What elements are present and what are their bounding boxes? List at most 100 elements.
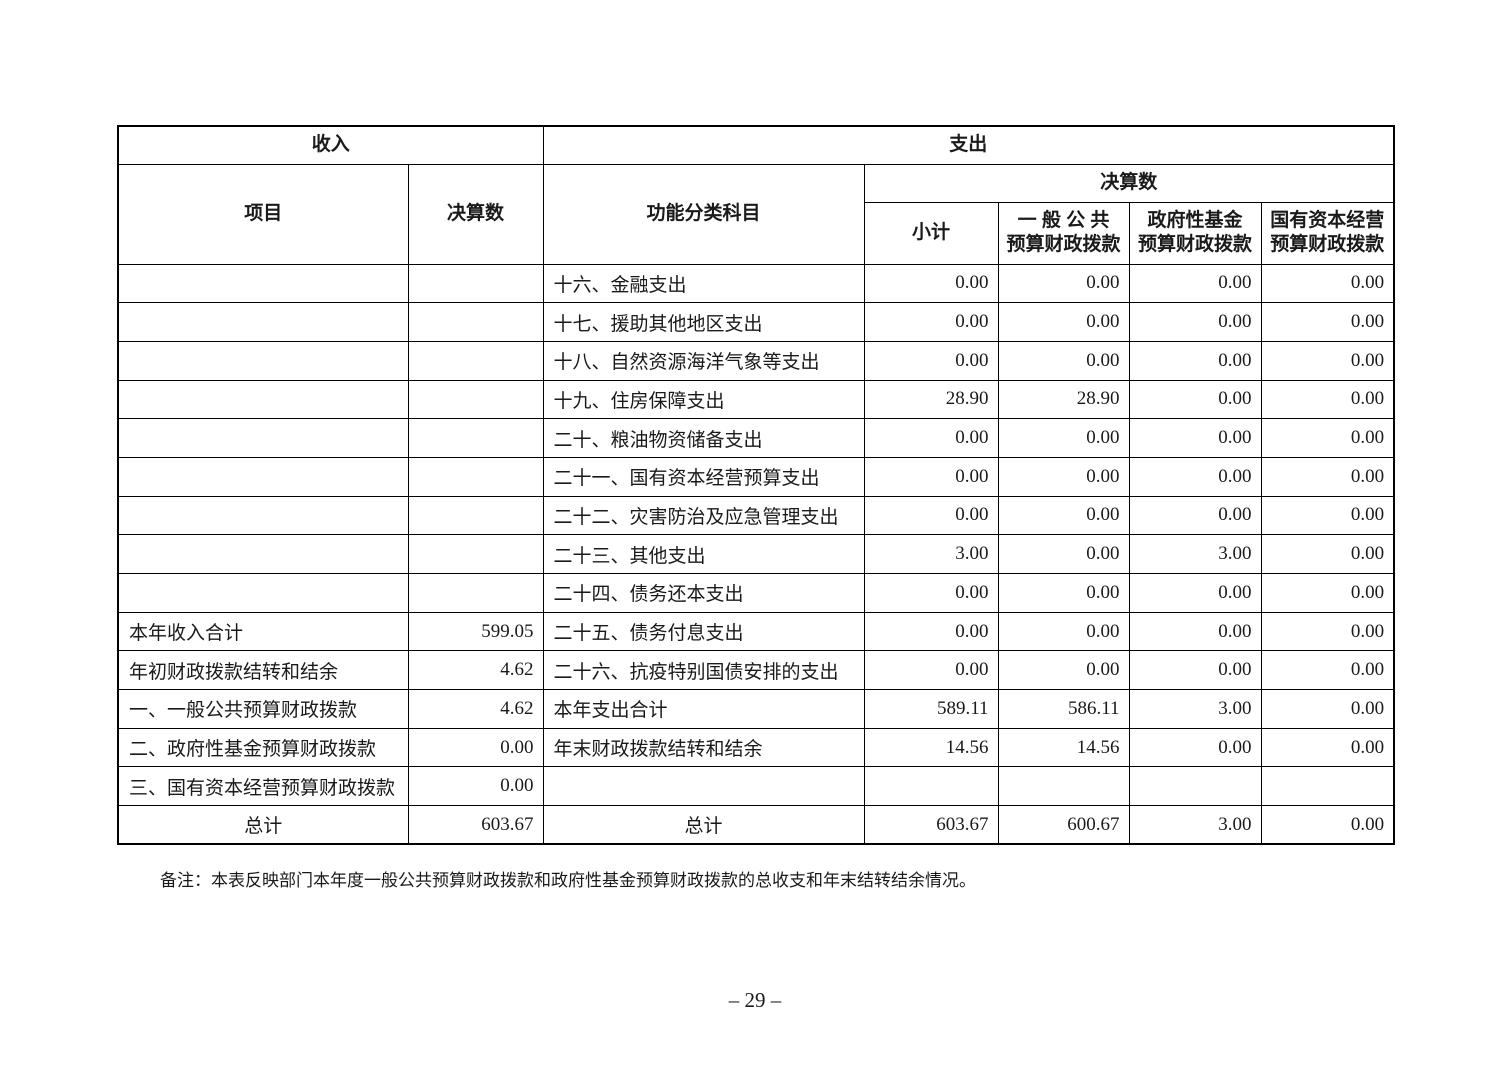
expense-general-cell [997, 766, 1130, 807]
expense-subtotal-cell: 0.00 [863, 650, 999, 691]
table-row: 二十一、国有资本经营预算支出 0.00 0.00 0.00 0.00 [117, 456, 1395, 497]
expense-subtotal-cell: 0.00 [863, 456, 999, 497]
income-item-cell [117, 495, 409, 536]
expense-general-cell: 0.00 [997, 456, 1130, 497]
table-row: 二、政府性基金预算财政拨款 0.00 年末财政拨款结转和结余 14.56 14.… [117, 727, 1395, 768]
income-item-cell [117, 379, 409, 420]
expense-item-cell: 二十四、债务还本支出 [542, 573, 865, 613]
expense-statecap-cell: 0.00 [1260, 495, 1395, 536]
gov-fund-column-header: 政府性基金 预算财政拨款 [1128, 201, 1262, 265]
expense-govfund-cell: 3.00 [1128, 689, 1262, 729]
income-value-cell [407, 418, 544, 458]
expense-statecap-cell: 0.00 [1260, 650, 1395, 691]
expense-general-cell: 586.11 [997, 689, 1130, 729]
income-value-cell: 4.62 [407, 689, 544, 729]
header-line: 政府性基金 [1147, 210, 1243, 232]
expense-item-cell [542, 766, 865, 807]
total-row: 总计 603.67 总计 603.67 600.67 3.00 0.00 [117, 805, 1395, 845]
expense-total-general-cell: 600.67 [997, 805, 1130, 845]
expense-general-cell: 0.00 [997, 611, 1130, 652]
income-item-cell: 三、国有资本经营预算财政拨款 [117, 766, 409, 807]
income-item-cell: 二、政府性基金预算财政拨款 [117, 727, 409, 768]
expense-general-cell: 0.00 [997, 302, 1130, 342]
expense-subtotal-cell: 0.00 [863, 340, 999, 381]
header-line: 小计 [912, 222, 951, 244]
expense-govfund-cell [1128, 766, 1262, 807]
expense-total-govfund-cell: 3.00 [1128, 805, 1262, 845]
expense-subtotal-cell: 28.90 [863, 379, 999, 420]
header-line: 国有资本经营 [1270, 210, 1385, 232]
expense-subtotal-cell: 0.00 [863, 573, 999, 613]
expense-section-header: 支出 [542, 125, 1395, 165]
expense-govfund-cell: 0.00 [1128, 418, 1262, 458]
expense-govfund-cell: 0.00 [1128, 727, 1262, 768]
table-row: 十六、金融支出 0.00 0.00 0.00 0.00 [117, 263, 1395, 304]
income-expense-table: 收入 支出 项目 决算数 功能分类科目 决算数 小计 一 般 公 共 预算财政拨… [117, 125, 1396, 846]
expense-statecap-cell: 0.00 [1260, 456, 1395, 497]
table-row: 本年收入合计 599.05 二十五、债务付息支出 0.00 0.00 0.00 … [117, 611, 1395, 652]
item-column-header: 项目 [117, 163, 409, 265]
expense-govfund-cell: 0.00 [1128, 573, 1262, 613]
expense-govfund-cell: 0.00 [1128, 456, 1262, 497]
expense-general-cell: 0.00 [997, 534, 1130, 574]
expense-total-statecap-cell: 0.00 [1260, 805, 1395, 845]
expense-subtotal-cell: 0.00 [863, 263, 999, 304]
func-column-header: 功能分类科目 [542, 163, 865, 265]
expense-item-cell: 二十二、灾害防治及应急管理支出 [542, 495, 865, 536]
expense-govfund-cell: 3.00 [1128, 534, 1262, 574]
income-value-cell: 0.00 [407, 766, 544, 807]
expense-subtotal-cell: 0.00 [863, 302, 999, 342]
table-row: 二十三、其他支出 3.00 0.00 3.00 0.00 [117, 534, 1395, 574]
table-row: 十九、住房保障支出 28.90 28.90 0.00 0.00 [117, 379, 1395, 420]
expense-general-cell: 0.00 [997, 495, 1130, 536]
table-row: 一、一般公共预算财政拨款 4.62 本年支出合计 589.11 586.11 3… [117, 689, 1395, 729]
table-row: 十七、援助其他地区支出 0.00 0.00 0.00 0.00 [117, 302, 1395, 342]
expense-statecap-cell: 0.00 [1260, 689, 1395, 729]
header-line: 一 般 公 共 [1017, 210, 1110, 232]
expense-statecap-cell [1260, 766, 1395, 807]
expense-statecap-cell: 0.00 [1260, 418, 1395, 458]
column-header-row: 项目 决算数 功能分类科目 决算数 [117, 163, 1395, 265]
expense-govfund-cell: 0.00 [1128, 379, 1262, 420]
income-value-cell [407, 456, 544, 497]
income-value-cell [407, 379, 544, 420]
section-header-row: 收入 支出 [117, 125, 1395, 165]
expense-statecap-cell: 0.00 [1260, 379, 1395, 420]
expense-general-cell: 0.00 [997, 650, 1130, 691]
expense-item-cell: 二十、粮油物资储备支出 [542, 418, 865, 458]
income-total-value-cell: 603.67 [407, 805, 544, 845]
expense-subtotal-cell: 589.11 [863, 689, 999, 729]
income-value-cell [407, 263, 544, 304]
expense-subtotal-cell [863, 766, 999, 807]
expense-statecap-cell: 0.00 [1260, 340, 1395, 381]
expense-subtotal-cell: 0.00 [863, 418, 999, 458]
expense-subtotal-cell: 14.56 [863, 727, 999, 768]
table-row: 二十四、债务还本支出 0.00 0.00 0.00 0.00 [117, 573, 1395, 613]
general-budget-column-header: 一 般 公 共 预算财政拨款 [997, 201, 1130, 265]
income-item-cell: 本年收入合计 [117, 611, 409, 652]
income-value-cell [407, 340, 544, 381]
income-item-cell [117, 456, 409, 497]
expense-general-cell: 28.90 [997, 379, 1130, 420]
expense-general-cell: 14.56 [997, 727, 1130, 768]
header-line: 预算财政拨款 [1138, 234, 1253, 255]
footnote: 备注：本表反映部门本年度一般公共预算财政拨款和政府性基金预算财政拨款的总收支和年… [160, 871, 976, 890]
income-item-cell [117, 534, 409, 574]
expense-general-cell: 0.00 [997, 340, 1130, 381]
income-item-cell [117, 302, 409, 342]
state-capital-column-header: 国有资本经营 预算财政拨款 [1260, 201, 1395, 265]
expense-statecap-cell: 0.00 [1260, 727, 1395, 768]
expense-govfund-cell: 0.00 [1128, 495, 1262, 536]
expense-item-cell: 二十五、债务付息支出 [542, 611, 865, 652]
expense-statecap-cell: 0.00 [1260, 573, 1395, 613]
expense-statecap-cell: 0.00 [1260, 263, 1395, 304]
income-final-column-header: 决算数 [407, 163, 544, 265]
expense-item-cell: 二十三、其他支出 [542, 534, 865, 574]
table-row: 年初财政拨款结转和结余 4.62 二十六、抗疫特别国债安排的支出 0.00 0.… [117, 650, 1395, 691]
expense-general-cell: 0.00 [997, 573, 1130, 613]
page-number: – 29 – [728, 988, 782, 1012]
expense-item-cell: 本年支出合计 [542, 689, 865, 729]
expense-final-group-header: 决算数 [863, 163, 1395, 203]
expense-general-cell: 0.00 [997, 263, 1130, 304]
expense-subtotal-cell: 3.00 [863, 534, 999, 574]
